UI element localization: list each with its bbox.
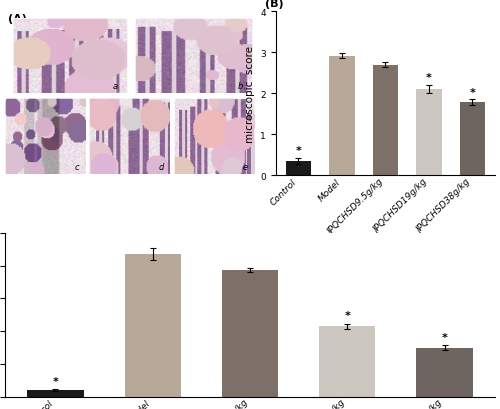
Bar — [124, 254, 181, 397]
Text: *: * — [426, 73, 432, 83]
Text: *: * — [52, 376, 59, 386]
Text: (A): (A) — [8, 14, 26, 24]
Text: (B): (B) — [265, 0, 283, 9]
Bar — [286, 162, 311, 176]
Text: *: * — [470, 88, 476, 97]
Bar — [222, 271, 278, 397]
Bar — [460, 103, 485, 176]
Text: *: * — [296, 146, 302, 155]
Bar — [28, 390, 84, 397]
Text: *: * — [442, 332, 448, 342]
Bar — [416, 90, 442, 176]
Text: *: * — [344, 311, 350, 321]
Bar — [416, 348, 472, 397]
Bar — [373, 65, 398, 176]
Bar — [319, 326, 376, 397]
Bar — [330, 56, 354, 176]
Y-axis label: microscopic  score: microscopic score — [245, 46, 255, 142]
